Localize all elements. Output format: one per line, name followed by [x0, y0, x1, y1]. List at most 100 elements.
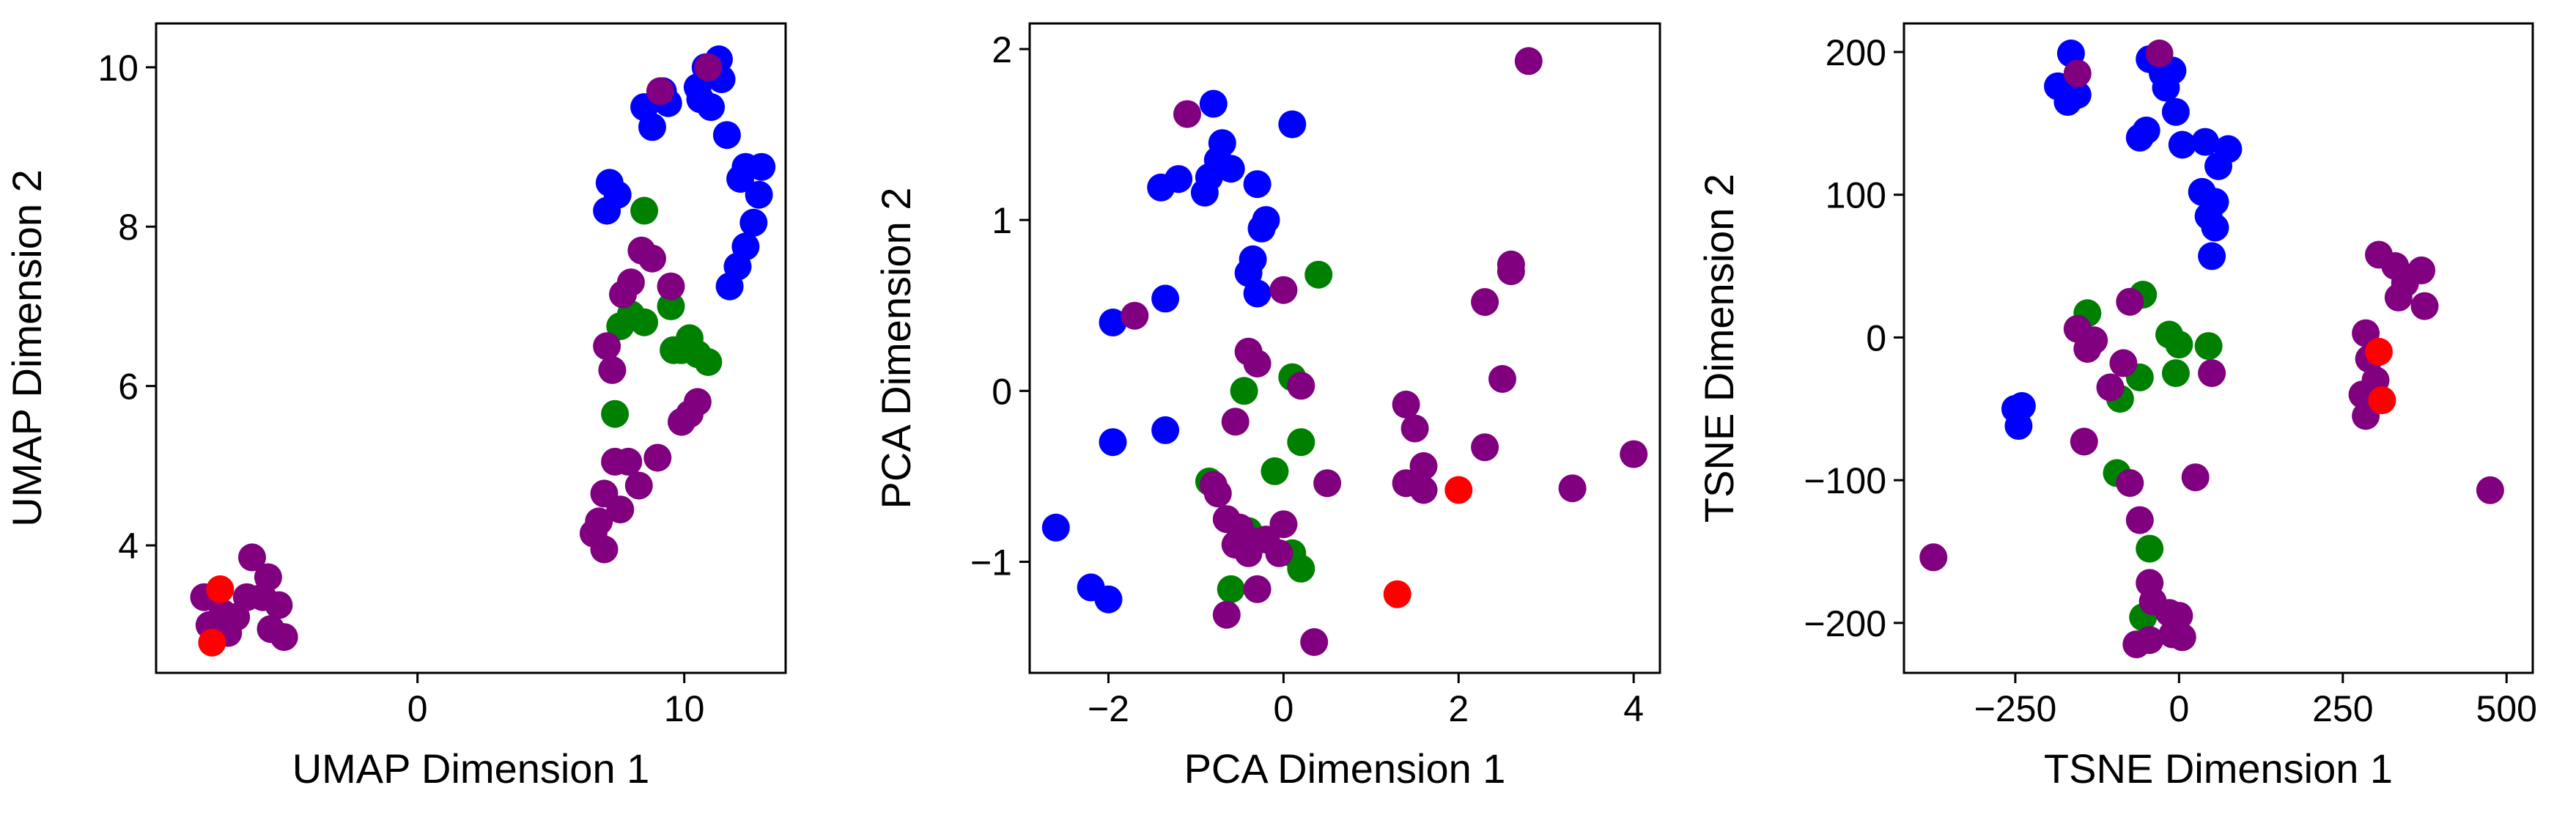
umap-point-purple-17 — [606, 495, 635, 524]
umap-point-purple-6 — [609, 280, 637, 309]
tsne-point-purple-7 — [2096, 373, 2125, 402]
pca-point-purple-9 — [1496, 257, 1525, 286]
tsne-point-purple-4 — [2073, 335, 2102, 363]
tsne-plot-frame — [1903, 22, 2534, 674]
tsne-point-blue-22 — [2004, 412, 2033, 441]
tsne-y-tick-label: 0 — [1866, 317, 1886, 358]
tsne-point-green-4 — [2194, 332, 2223, 361]
pca-point-blue-18 — [1151, 416, 1180, 444]
umap-point-purple-15 — [624, 471, 653, 500]
pca-point-blue-4 — [1217, 155, 1245, 183]
pca-point-purple-19 — [1558, 474, 1587, 503]
pca-plot-frame — [1028, 22, 1661, 674]
pca-point-blue-7 — [1147, 173, 1176, 202]
pca-point-purple-21 — [1203, 479, 1232, 508]
pca-panel: −2 0 2 4 −1 0 1 2 PCA Dimension 1 PCA Dimension 2 — [873, 22, 1661, 792]
pca-point-blue-14 — [1243, 279, 1272, 308]
tsne-point-blue-14 — [2204, 152, 2232, 180]
pca-y-tick-label: 0 — [992, 371, 1012, 412]
tsne-point-green-3 — [2165, 331, 2193, 359]
tsne-point-blue-10 — [2125, 123, 2154, 152]
tsne-point-purple-27 — [2410, 292, 2439, 320]
pca-point-blue-1 — [1278, 110, 1307, 139]
pca-point-purple-30 — [1265, 539, 1293, 567]
pca-point-purple-12 — [1392, 390, 1420, 419]
umap-point-purple-32 — [270, 623, 298, 652]
pca-x-tick-label: 0 — [1273, 688, 1293, 729]
umap-point-purple-25 — [265, 591, 293, 619]
umap-point-blue-18 — [715, 272, 744, 301]
umap-panel: 0 10 4 6 8 10 UMAP Dimension 1 UMAP Dimension 2 — [4, 22, 787, 792]
tsne-point-purple-33 — [2476, 476, 2504, 504]
tsne-y-tick-label: −200 — [1804, 603, 1886, 644]
pca-point-purple-0 — [1514, 47, 1543, 75]
pca-point-purple-18 — [1409, 476, 1438, 504]
pca-point-purple-3 — [1269, 276, 1298, 304]
tsne-x-axis-label: TSNE Dimension 1 — [2044, 745, 2393, 792]
pca-point-purple-2 — [1121, 301, 1149, 330]
umap-y-tick-label: 10 — [97, 48, 139, 89]
pca-point-purple-6 — [1287, 372, 1315, 400]
umap-x-tick-label: 0 — [407, 688, 428, 729]
umap-plot-frame — [155, 22, 787, 674]
pca-point-purple-29 — [1269, 510, 1298, 539]
umap-point-red-0 — [206, 575, 235, 603]
pca-point-blue-8 — [1243, 170, 1272, 199]
tsne-y-tick-label: 200 — [1826, 32, 1886, 73]
tsne-x-tick-label: 250 — [2312, 688, 2373, 729]
tsne-point-blue-7 — [2152, 73, 2180, 102]
pca-point-blue-16 — [1099, 309, 1127, 336]
tsne-y-tick-label: −100 — [1804, 460, 1886, 501]
tsne-point-blue-18 — [2201, 213, 2229, 242]
tsne-point-purple-5 — [2116, 287, 2144, 316]
pca-y-axis-label: PCA Dimension 2 — [873, 188, 919, 509]
tsne-point-blue-8 — [2161, 97, 2190, 126]
pca-point-purple-28 — [1234, 539, 1263, 567]
pca-point-purple-10 — [1471, 288, 1499, 316]
umap-y-tick-label: 4 — [118, 526, 139, 567]
tsne-point-red-0 — [2365, 337, 2393, 366]
tsne-point-green-9 — [2136, 534, 2164, 563]
tsne-point-purple-21 — [1919, 543, 1948, 572]
pca-point-red-1 — [1383, 580, 1411, 608]
umap-point-blue-9 — [638, 113, 666, 141]
umap-point-blue-10 — [712, 121, 741, 150]
tsne-point-blue-12 — [2191, 128, 2220, 156]
umap-point-purple-21 — [238, 543, 266, 572]
pca-point-green-4 — [1261, 457, 1289, 485]
pca-point-purple-1 — [1173, 100, 1201, 128]
tsne-x-tick-label: 0 — [2169, 688, 2189, 729]
tsne-point-blue-19 — [2198, 242, 2226, 270]
umap-x-axis-label: UMAP Dimension 1 — [292, 745, 650, 792]
tsne-point-blue-11 — [2168, 130, 2196, 159]
umap-point-blue-8 — [697, 93, 726, 122]
pca-y-tick-label: −1 — [970, 542, 1012, 583]
umap-point-blue-13 — [745, 180, 773, 209]
umap-y-tick-label: 8 — [118, 207, 139, 248]
tsne-point-green-5 — [2161, 359, 2190, 388]
pca-point-green-8 — [1287, 554, 1315, 583]
umap-point-purple-1 — [694, 53, 723, 81]
tsne-y-axis-label: TSNE Dimension 2 — [1696, 174, 1742, 523]
umap-point-purple-13 — [614, 447, 643, 476]
pca-point-purple-7 — [1221, 408, 1250, 436]
umap-point-blue-14 — [726, 165, 755, 193]
umap-point-blue-21 — [593, 196, 621, 225]
pca-point-green-0 — [1304, 260, 1333, 289]
umap-x-tick-label: 10 — [664, 688, 705, 729]
umap-point-purple-11 — [668, 408, 695, 436]
tsne-point-purple-19 — [2122, 630, 2151, 659]
tsne-point-purple-1 — [2063, 59, 2092, 88]
umap-point-green-7 — [660, 336, 688, 364]
umap-point-green-4 — [657, 292, 685, 320]
pca-point-green-3 — [1287, 428, 1315, 457]
umap-point-blue-12 — [748, 152, 776, 181]
umap-point-purple-7 — [593, 332, 621, 361]
pca-x-tick-label: 4 — [1623, 688, 1644, 729]
pca-point-purple-15 — [1620, 440, 1648, 468]
pca-point-purple-16 — [1409, 452, 1438, 480]
pca-y-tick-label: 2 — [992, 29, 1012, 70]
pca-point-purple-32 — [1212, 600, 1241, 629]
umap-point-purple-20 — [590, 535, 619, 564]
